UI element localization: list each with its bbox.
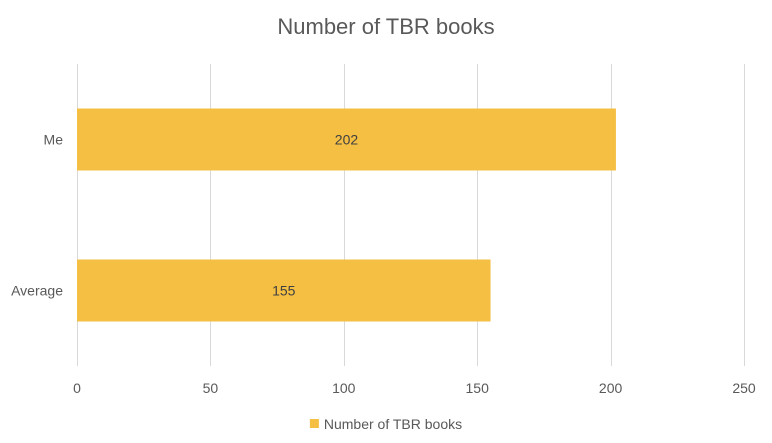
data-label-average: 155 [272,283,296,299]
legend-swatch [309,419,319,428]
x-tick-label-4: 200 [599,380,623,396]
y-axis-tick-labels: Me Average [11,132,63,299]
legend-label: Number of TBR books [324,416,462,432]
bars [77,108,616,322]
data-label-me: 202 [335,132,359,148]
x-tick-label-1: 50 [203,380,219,396]
chart-title: Number of TBR books [277,14,494,39]
bar-me [77,108,616,171]
x-axis-tick-labels: 0 50 100 150 200 250 [73,380,756,396]
x-tick-label-5: 250 [732,380,756,396]
y-tick-label-average: Average [11,283,63,299]
bar-average [77,259,491,322]
y-tick-label-me: Me [44,132,64,148]
x-tick-label-0: 0 [73,380,81,396]
data-labels: 202 155 [272,132,358,299]
x-tick-label-2: 100 [332,380,356,396]
x-tick-label-3: 150 [466,380,490,396]
chart-legend: Number of TBR books [309,416,462,432]
